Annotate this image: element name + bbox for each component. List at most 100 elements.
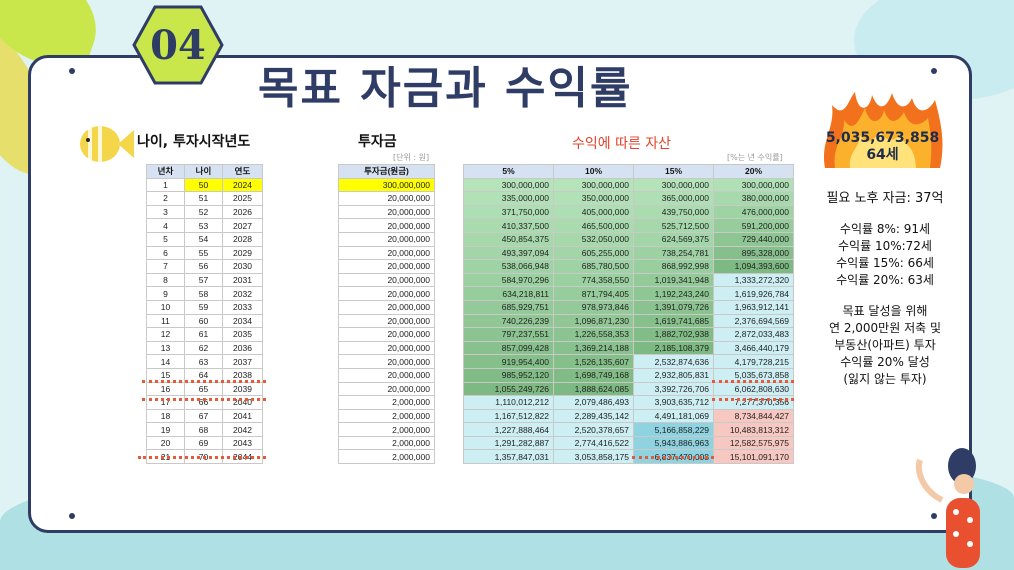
asset-cell: 605,255,000: [553, 245, 634, 261]
age-cell: 56: [184, 259, 223, 274]
invest-cell: 20,000,000: [338, 259, 435, 274]
asset-cell: 1,094,393,600: [713, 259, 794, 274]
table-row: 1,167,512,822 2,289,435,142 4,491,181,069 8…: [463, 408, 794, 424]
table-row: 2,000,000: [338, 422, 435, 437]
notes-panel: 필요 노후 자금: 37억 수익률 8%: 91세 수익률 10%:72세 수익…: [810, 190, 960, 388]
invest-cell: 2,000,000: [338, 422, 435, 437]
asset-cell: 12,582,575,975: [713, 435, 794, 451]
highlight-dash: [142, 398, 266, 401]
table-row: 410,337,500 465,500,000 525,712,500 591,200…: [463, 218, 794, 233]
invest-header: 투자금(원금): [338, 164, 435, 179]
invest-cell: 20,000,000: [338, 204, 435, 220]
year-cell: 2037: [222, 354, 263, 369]
age-section-label: 나이, 투자시작년도: [137, 134, 251, 150]
year-cell: 2039: [222, 381, 263, 397]
year-index-cell: 7: [146, 259, 185, 274]
asset-cell: 2,520,378,657: [553, 422, 634, 437]
asset-cell: 2,872,033,483: [713, 327, 794, 342]
asset-cell: 1,882,702,938: [633, 327, 714, 342]
age-cell: 51: [184, 191, 223, 206]
age-cell: 59: [184, 299, 223, 315]
asset-cell: 15,101,091,170: [713, 449, 794, 465]
table-row: 20,000,000: [338, 259, 435, 274]
table-row: 584,970,296 774,358,550 1,019,341,948 1,333…: [463, 272, 794, 288]
highlight-dash: [712, 398, 794, 401]
year-index-cell: 18: [146, 408, 185, 424]
invest-cell: 20,000,000: [338, 191, 435, 206]
asset-cell: 8,734,844,427: [713, 408, 794, 424]
asset-cell: 774,358,550: [553, 272, 634, 288]
table-row: 20,000,000: [338, 204, 435, 220]
year-index-cell: 14: [146, 354, 185, 369]
table-row: 1,291,282,887 2,774,416,522 5,943,886,963 1…: [463, 435, 794, 451]
table-row: 20,000,000: [338, 231, 435, 247]
required-fund: 필요 노후 자금: 37억: [826, 191, 944, 206]
asset-cell: 4,179,728,215: [713, 354, 794, 369]
asset-cell: 5,035,673,858: [713, 367, 794, 383]
asset-cell: 919,954,400: [463, 354, 554, 369]
asset-cell: 1,333,272,320: [713, 272, 794, 288]
year-index-cell: 13: [146, 340, 185, 356]
table-row: 740,226,239 1,096,871,230 1,619,741,685 2,3…: [463, 313, 794, 329]
asset-cell: 584,970,296: [463, 272, 554, 288]
asset-cell: 978,973,846: [553, 299, 634, 315]
table-row: 2,000,000: [338, 435, 435, 451]
year-cell: 2035: [222, 327, 263, 342]
highlight-amount: 5,035,673,858: [825, 130, 940, 146]
asset-cell: 476,000,000: [713, 204, 794, 220]
year-cell: 2034: [222, 313, 263, 329]
asset-cell: 1,227,888,464: [463, 422, 554, 437]
asset-cell: 634,218,811: [463, 286, 554, 301]
card-dot: [69, 68, 75, 74]
asset-cell: 365,000,000: [633, 191, 714, 206]
asset-cell: 350,000,000: [553, 191, 634, 206]
asset-header: 20%: [713, 164, 794, 179]
table-row: 12 61 2035: [146, 327, 263, 342]
asset-cell: 300,000,000: [633, 177, 714, 193]
invest-cell: 2,000,000: [338, 449, 435, 465]
table-row: 20,000,000: [338, 340, 435, 356]
year-index-cell: 9: [146, 286, 185, 301]
asset-cell: 450,854,375: [463, 231, 554, 247]
age-cell: 52: [184, 204, 223, 220]
age-header: 연도: [222, 164, 263, 179]
asset-cell: 1,167,512,822: [463, 408, 554, 424]
invest-cell: 20,000,000: [338, 218, 435, 233]
asset-cell: 740,226,239: [463, 313, 554, 329]
asset-header: 10%: [553, 164, 634, 179]
year-index-cell: 16: [146, 381, 185, 397]
year-index-cell: 11: [146, 313, 185, 329]
highlight-dash: [138, 456, 266, 459]
table-row: 634,218,811 871,794,405 1,192,243,240 1,619…: [463, 286, 794, 301]
rate-note: 수익률 10%:72세: [838, 239, 932, 253]
year-cell: 2030: [222, 259, 263, 274]
asset-cell: 857,099,428: [463, 340, 554, 356]
asset-section-label: 수익에 따른 자산: [572, 136, 672, 152]
badge-number: 04: [150, 21, 206, 69]
table-row: 538,066,948 685,780,500 868,992,998 1,094,3…: [463, 259, 794, 274]
age-cell: 58: [184, 286, 223, 301]
asset-cell: 300,000,000: [553, 177, 634, 193]
asset-cell: 1,888,624,085: [553, 381, 634, 397]
asset-cell: 1,391,079,726: [633, 299, 714, 315]
asset-cell: 624,569,375: [633, 231, 714, 247]
asset-cell: 1,526,135,607: [553, 354, 634, 369]
table-row: 9 58 2032: [146, 286, 263, 301]
table-row: 20,000,000: [338, 218, 435, 233]
asset-cell: 2,289,435,142: [553, 408, 634, 424]
asset-cell: 1,096,871,230: [553, 313, 634, 329]
unit-label: [%는 년 수익률]: [727, 153, 783, 162]
age-cell: 57: [184, 272, 223, 288]
age-cell: 61: [184, 327, 223, 342]
age-table: 년차 나이 연도 1 50 2024 2 51 2025 3 52 2026 4 53 2027 5 54…: [146, 164, 263, 465]
asset-cell: 410,337,500: [463, 218, 554, 233]
table-row: 5 54 2028: [146, 231, 263, 247]
invest-cell: 20,000,000: [338, 367, 435, 383]
table-row: 1,357,847,031 3,053,858,175 6,837,470,008 1…: [463, 449, 794, 465]
asset-cell: 1,619,741,685: [633, 313, 714, 329]
asset-cell: 3,053,858,175: [553, 449, 634, 465]
table-row: 19 68 2042: [146, 422, 263, 437]
card-dot: [69, 513, 75, 519]
highlight-age: 64세: [866, 147, 899, 163]
unit-label: [단위 : 원]: [393, 153, 430, 162]
